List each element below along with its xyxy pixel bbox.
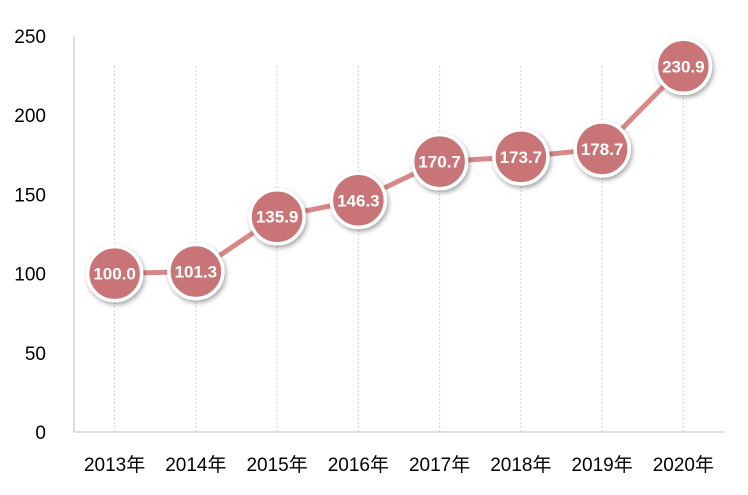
data-marker — [654, 37, 713, 96]
data-marker — [410, 132, 469, 191]
data-point: 230.9 — [654, 37, 713, 96]
y-tick-label: 100 — [14, 265, 46, 286]
data-point: 173.7 — [492, 128, 550, 186]
y-tick-label: 50 — [25, 344, 46, 365]
data-label: 230.9 — [662, 57, 705, 76]
data-marker — [248, 187, 306, 246]
x-tick-label: 2020年 — [653, 454, 714, 476]
axes — [73, 36, 724, 433]
x-tick-label: 2017年 — [409, 454, 470, 476]
data-point: 170.7 — [410, 132, 469, 191]
data-label: 170.7 — [418, 153, 461, 172]
y-tick-label: 200 — [14, 106, 46, 127]
data-label: 178.7 — [581, 140, 624, 159]
x-tick-label: 2018年 — [490, 454, 551, 476]
data-point: 100.0 — [85, 244, 144, 303]
y-tick-label: 0 — [35, 423, 46, 444]
x-tick-label: 2014年 — [165, 454, 226, 476]
x-tick-label: 2015年 — [246, 454, 307, 476]
x-axis-tick-labels: 2013年 2014年 2015年 2016年 2017年 2018年 2019年 2020年 — [84, 454, 714, 476]
y-tick-label: 250 — [14, 27, 46, 48]
x-tick-label: 2019年 — [571, 454, 632, 476]
data-marker — [329, 171, 388, 230]
x-tick-label: 2016年 — [328, 454, 389, 476]
data-label: 135.9 — [256, 208, 299, 227]
data-marker — [573, 120, 631, 178]
data-point: 146.3 — [329, 171, 388, 230]
x-tick-label: 2013年 — [84, 454, 145, 476]
data-markers: 100.0 101.3 135.9 146.3 170.7 173.7 178.7 230.9 — [85, 37, 713, 303]
data-point: 178.7 — [573, 120, 631, 178]
data-point: 135.9 — [248, 187, 306, 246]
data-label: 146.3 — [337, 191, 380, 210]
data-marker — [167, 242, 225, 301]
data-marker — [492, 128, 550, 186]
y-axis-tick-labels: 0 50 100 150 200 250 — [14, 27, 46, 444]
data-label: 173.7 — [500, 148, 543, 167]
y-tick-label: 150 — [14, 185, 46, 206]
data-point: 101.3 — [167, 242, 225, 301]
data-label: 101.3 — [175, 263, 218, 282]
data-label: 100.0 — [93, 265, 136, 284]
data-marker — [85, 244, 144, 303]
